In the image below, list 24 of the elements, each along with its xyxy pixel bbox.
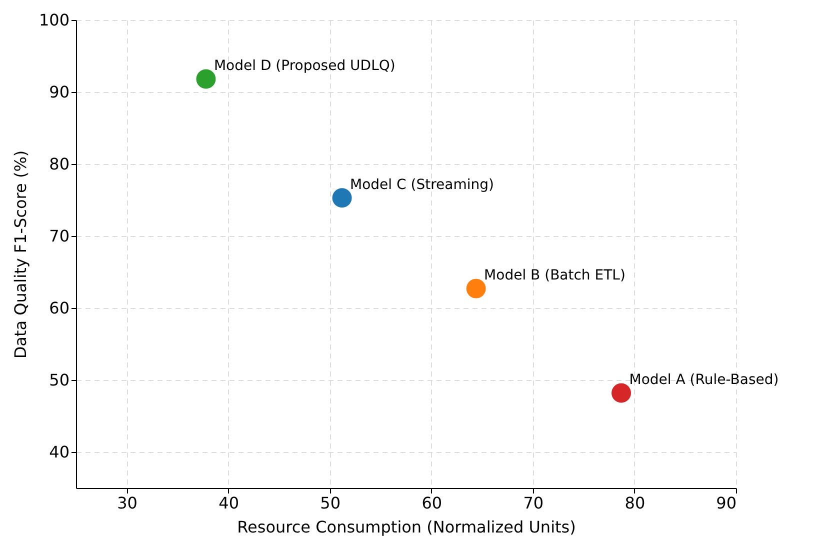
series-label: Model D (Proposed UDLQ) — [214, 58, 396, 74]
series-label: Model A (Rule-Based) — [629, 372, 779, 388]
x-axis-title: Resource Consumption (Normalized Units) — [237, 518, 576, 536]
point — [332, 188, 352, 208]
x-tick-label: 50 — [320, 494, 341, 512]
point — [612, 383, 632, 403]
x-tick-label: 70 — [523, 494, 544, 512]
point — [196, 69, 216, 89]
x-tick-label: 80 — [624, 494, 646, 512]
y-tick-label: 50 — [49, 370, 70, 390]
y-tick-label: 100 — [38, 10, 70, 30]
x-tick-label: 30 — [117, 494, 138, 512]
series-label: Model B (Batch ETL) — [484, 268, 626, 284]
y-tick-label: 90 — [49, 82, 70, 102]
point — [466, 278, 486, 298]
y-tick-label: 70 — [49, 226, 70, 246]
y-tick-label: 60 — [49, 298, 70, 318]
y-axis-title: Data Quality F1-Score (%) — [10, 150, 30, 359]
series-label: Model C (Streaming) — [350, 176, 494, 193]
y-tick-label: 80 — [49, 154, 70, 174]
y-tick-label: 40 — [49, 442, 70, 462]
x-tick-label: 60 — [422, 494, 442, 512]
x-tick-label: 40 — [218, 494, 239, 512]
x-tick-label: 90 — [716, 494, 736, 512]
